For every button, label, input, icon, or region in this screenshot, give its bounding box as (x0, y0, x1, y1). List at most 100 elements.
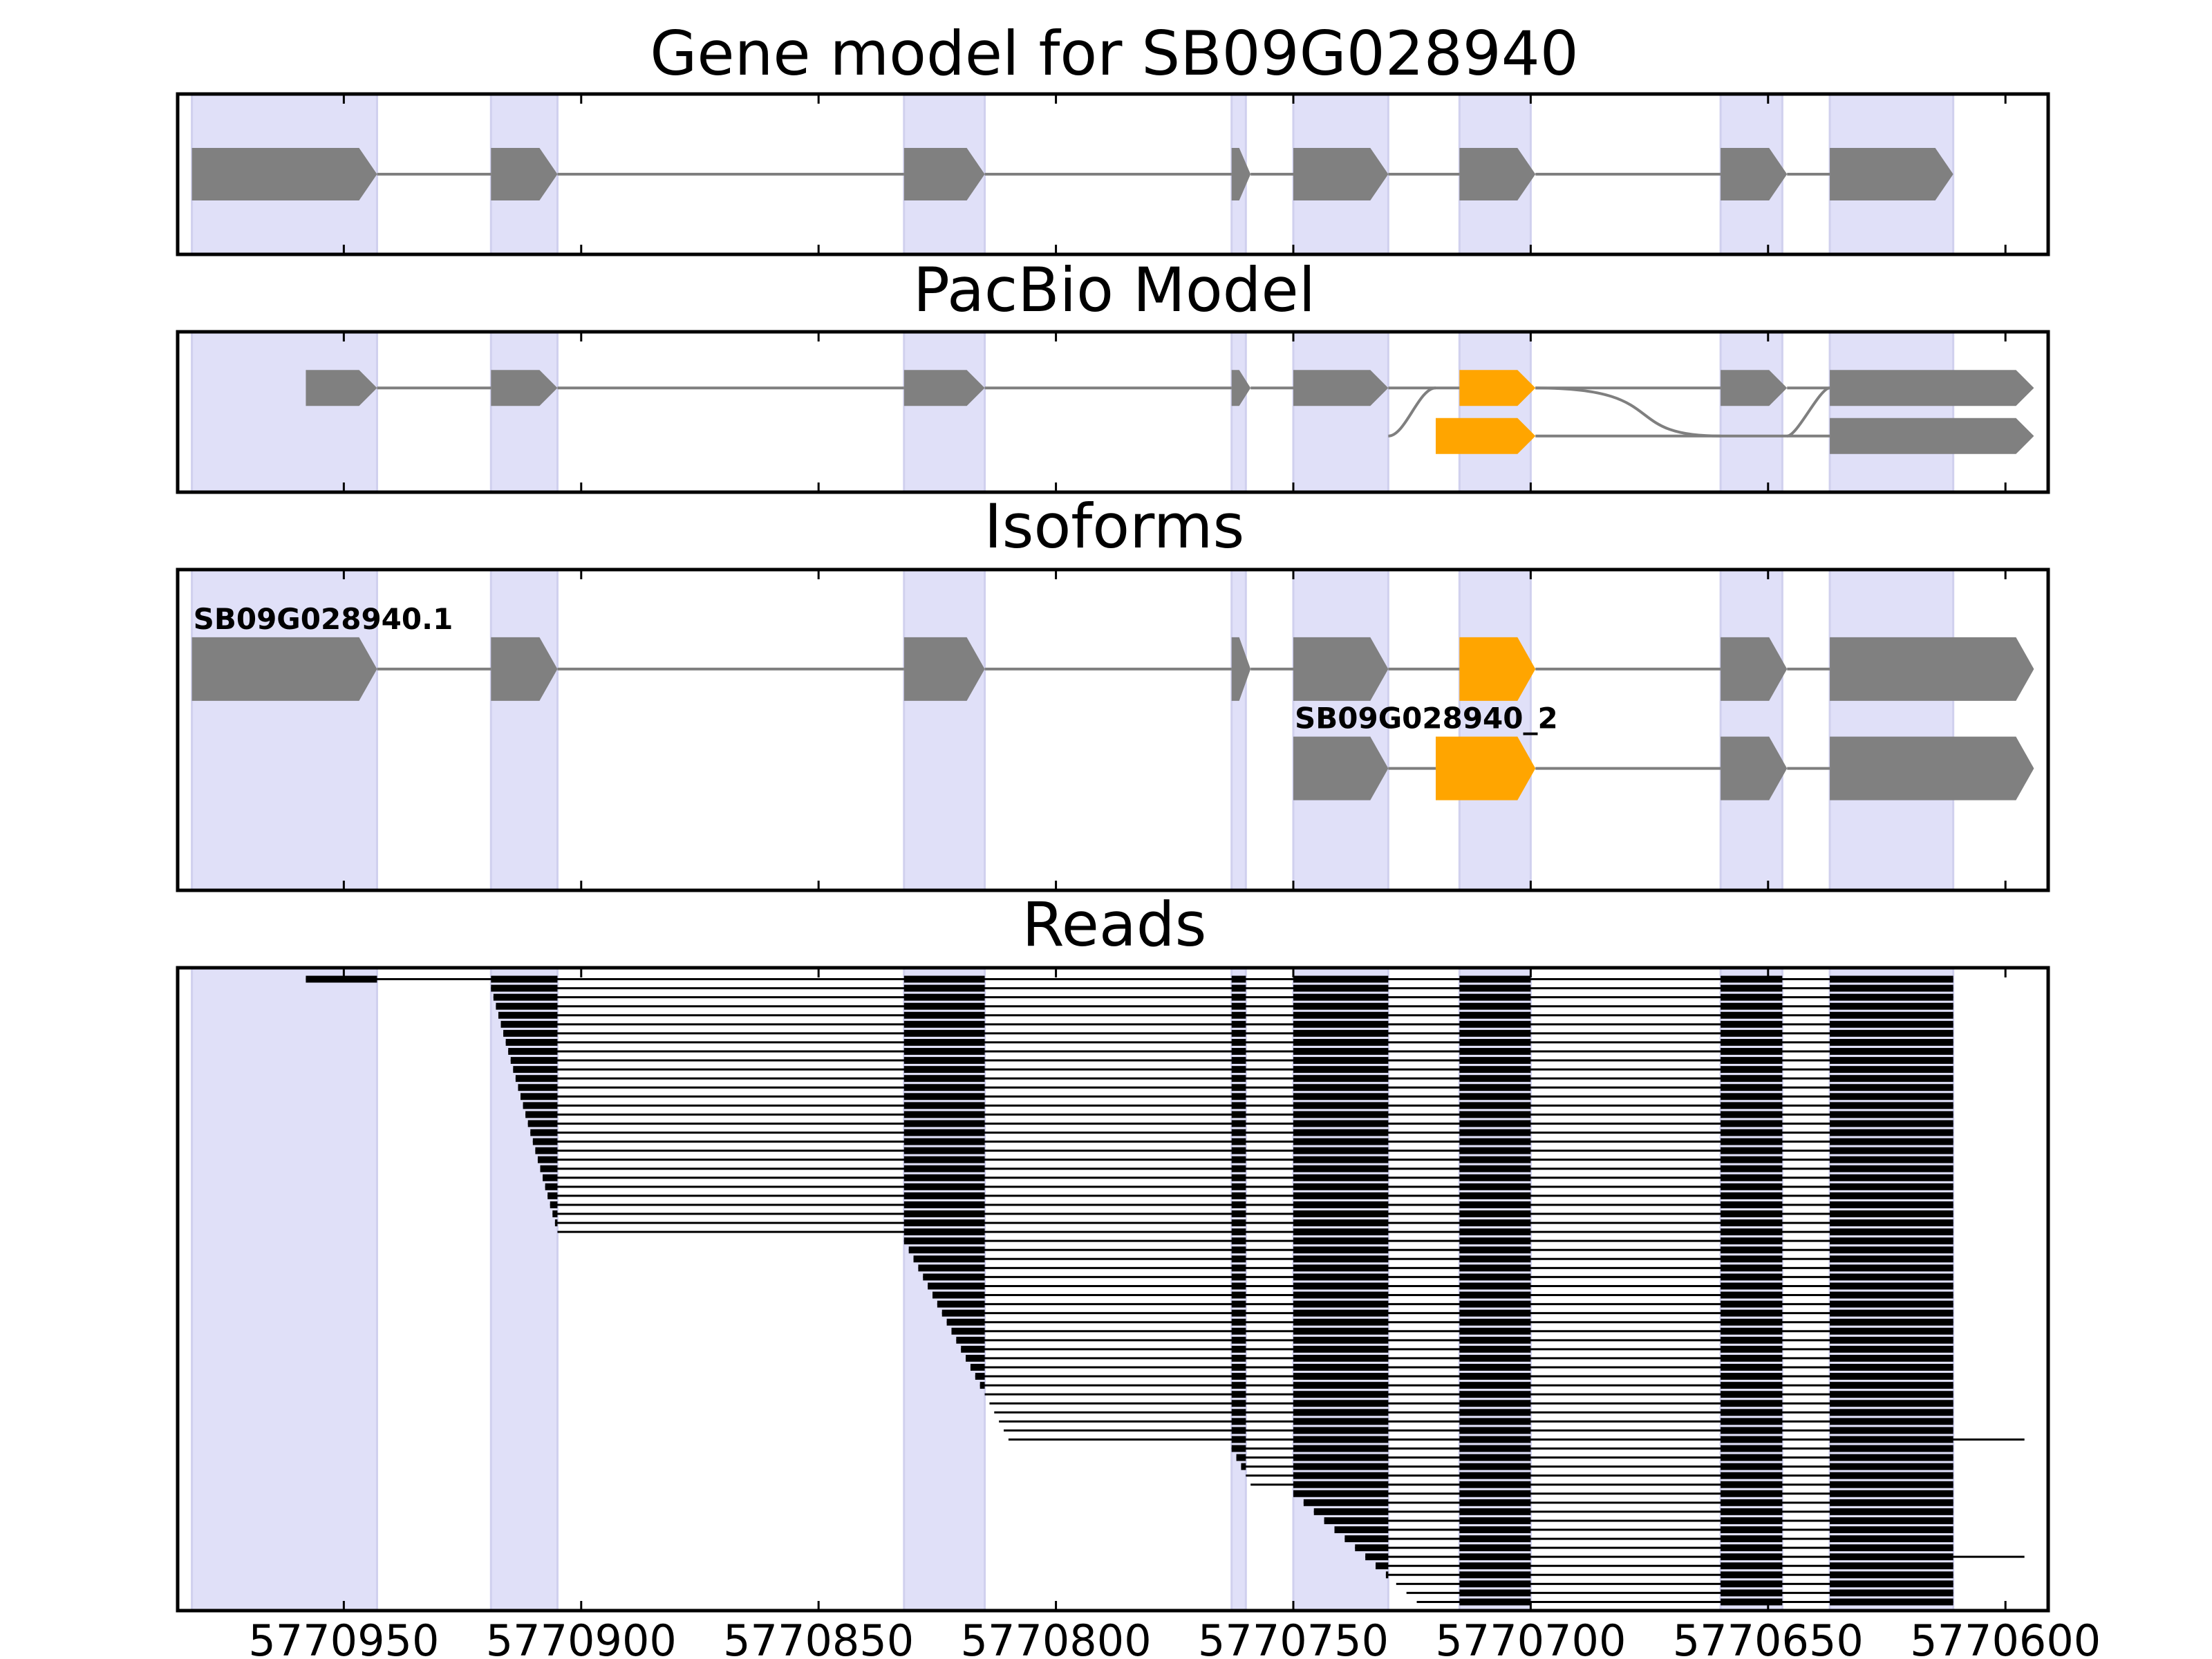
read-block (1376, 1562, 1389, 1570)
read-block (1231, 1165, 1246, 1172)
read-block (903, 1120, 985, 1127)
read-block (1830, 1364, 1953, 1371)
read-block (903, 1075, 985, 1082)
read-block (1830, 1454, 1953, 1461)
read-block (1721, 1427, 1783, 1434)
read-row (498, 1011, 1953, 1019)
read-block (1231, 1201, 1246, 1208)
read-block (1459, 1354, 1531, 1362)
read-block (1830, 1246, 1953, 1254)
read-block (1293, 1364, 1389, 1371)
read-block (525, 1111, 558, 1118)
read-row (513, 1066, 1953, 1074)
read-block (527, 1120, 558, 1127)
read-block (1293, 1129, 1389, 1136)
read-block (1459, 1057, 1531, 1065)
read-row (1236, 1454, 1953, 1461)
read-row (547, 1192, 1953, 1199)
read-block (903, 993, 985, 1001)
read-block (1231, 1445, 1246, 1452)
read-block (956, 1336, 985, 1344)
read-row (1313, 1508, 1953, 1515)
exon-block (491, 370, 558, 406)
read-block (1231, 1066, 1246, 1074)
read-block (970, 1364, 985, 1371)
read-block (1459, 1273, 1531, 1281)
read-row (918, 1264, 1953, 1272)
read-block (1293, 1038, 1389, 1046)
read-block (1459, 1029, 1531, 1037)
read-block (1459, 1020, 1531, 1028)
read-block (1459, 1300, 1531, 1308)
read-block (1721, 1364, 1783, 1371)
read-block (1721, 1201, 1783, 1208)
exon-block (1293, 148, 1389, 200)
read-row (525, 1111, 1953, 1118)
read-row (1365, 1553, 2025, 1561)
splice-curve (1786, 386, 1830, 438)
read-block (1459, 1427, 1531, 1434)
read-block (1231, 1102, 1246, 1109)
read-block (1293, 1445, 1389, 1452)
splice-curve (1387, 386, 1436, 438)
read-row (552, 1210, 1953, 1217)
read-block (1459, 1156, 1531, 1163)
read-block (1721, 1436, 1783, 1443)
read-block (1721, 1111, 1783, 1118)
read-block (1231, 1246, 1246, 1254)
read-block (1459, 1102, 1531, 1109)
x-tick-label: 5770600 (1910, 1615, 2101, 1659)
read-block (903, 1129, 985, 1136)
read-block (1721, 1517, 1783, 1524)
read-block (550, 1201, 558, 1208)
exon-highlight-band (903, 330, 986, 494)
read-block (1459, 1282, 1531, 1290)
read-block (1721, 1454, 1783, 1461)
read-block (1344, 1535, 1389, 1543)
read-block (1231, 1057, 1246, 1065)
read-block (1293, 975, 1389, 983)
read-block (1830, 1598, 1953, 1606)
read-block (540, 1165, 558, 1172)
read-block (1830, 1535, 1953, 1543)
read-block (1830, 1300, 1953, 1308)
read-block (1459, 1327, 1531, 1335)
read-block (1293, 1490, 1389, 1497)
read-block (503, 1029, 558, 1037)
read-block (1721, 975, 1783, 983)
read-block (1721, 1057, 1783, 1065)
read-block (1324, 1517, 1389, 1524)
read-block (1293, 1192, 1389, 1199)
read-block (903, 1156, 985, 1163)
read-block (1830, 1066, 1953, 1074)
read-block (946, 1318, 985, 1326)
read-block (903, 1201, 985, 1208)
exon-block (191, 637, 377, 701)
exon-highlight-band (191, 330, 378, 494)
read-block (1830, 993, 1953, 1001)
read-block (1231, 1273, 1246, 1281)
x-tick-label: 5770750 (1198, 1615, 1389, 1659)
gene-model-panel: Gene model for SB09G028940 (176, 18, 2050, 256)
read-block (1830, 1183, 1953, 1190)
read-row (500, 1020, 1953, 1028)
read-block (1721, 1463, 1783, 1470)
read-block (903, 1147, 985, 1154)
read-row (1303, 1499, 1953, 1506)
exon-block (1459, 637, 1536, 701)
read-block (1721, 1273, 1783, 1281)
read-row (1344, 1535, 1953, 1543)
read-block (1830, 1336, 1953, 1344)
read-row (537, 1156, 1953, 1163)
read-row (1008, 1436, 2025, 1443)
splice-curve (1535, 386, 1721, 438)
read-block (1293, 1219, 1389, 1227)
exon-block (1459, 370, 1536, 406)
read-row (306, 975, 1953, 983)
reads-group (306, 975, 2025, 1606)
read-block (1293, 1084, 1389, 1091)
read-block (1830, 1002, 1953, 1010)
read-block (1721, 993, 1783, 1001)
read-row (1376, 1562, 1953, 1570)
read-block (1721, 1291, 1783, 1299)
